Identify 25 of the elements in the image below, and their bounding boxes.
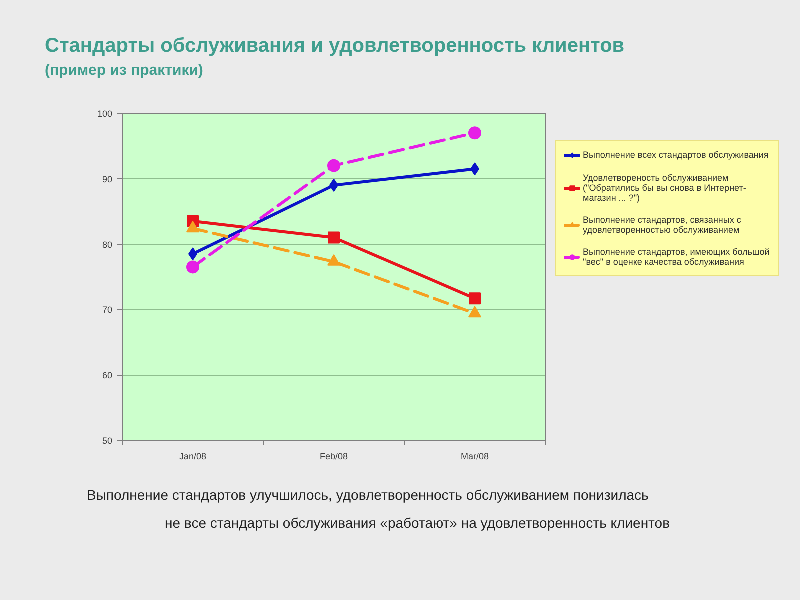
point xyxy=(468,306,482,318)
y-tick-label: 70 xyxy=(102,305,113,316)
y-tick-label: 100 xyxy=(97,109,113,119)
legend-label: Выполнение всех стандартов обслуживания xyxy=(583,150,769,160)
legend-label: Выполнение стандартов, связанных с удовлетворенностью обслуживанием xyxy=(583,215,742,235)
y-tick-label: 90 xyxy=(102,174,113,184)
x-tick-label: Mar/08 xyxy=(460,452,490,462)
point xyxy=(469,292,481,305)
text: не все стандарты обслуживания «работают» на удовлетворенность клиентов xyxy=(165,514,670,533)
point xyxy=(328,159,340,172)
legend-label: Выполнение стандартов, имеющих большой "вес" в оценке качества обслуживания xyxy=(583,247,770,267)
point xyxy=(468,126,482,140)
point xyxy=(186,221,200,233)
point xyxy=(186,260,200,274)
y-tick-label: 60 xyxy=(102,370,113,381)
point xyxy=(328,254,340,266)
text: Выполнение стандартов улучшилось, удовлетворенность обслуживанием понизилась xyxy=(87,486,649,505)
x-tick-label: Feb/08 xyxy=(320,452,348,462)
chart-title: Стандарты обслуживания и удовлетворенность клиентов xyxy=(45,34,625,59)
legend-label: Удовлетвореность обслуживанием ("Обратились бы вы снова в Интернет-магазин ... ?") xyxy=(583,173,746,203)
x-tick-label: Jan/08 xyxy=(179,452,207,462)
y-tick-label: 80 xyxy=(102,240,113,250)
point xyxy=(328,232,340,244)
chart-subtitle: (пример из практики) xyxy=(45,61,204,81)
y-tick-label: 50 xyxy=(102,436,113,446)
